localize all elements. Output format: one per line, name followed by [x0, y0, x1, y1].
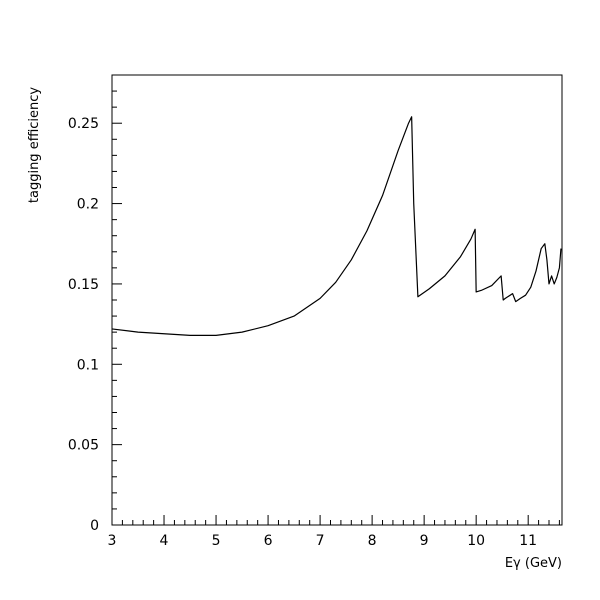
y-tick-label: 0.25 — [68, 116, 99, 132]
x-axis-tick-labels: 3 4 5 6 7 8 9 10 11 — [108, 533, 538, 549]
y-axis-ticks — [112, 74, 122, 526]
x-axis-ticks — [111, 515, 560, 525]
x-tick-label: 5 — [212, 533, 221, 549]
x-tick-label: 3 — [108, 533, 117, 549]
y-tick-label: 0.15 — [68, 277, 99, 293]
y-tick-label: 0.05 — [68, 438, 99, 454]
y-tick-label: 0.2 — [77, 197, 99, 213]
series-layer — [111, 116, 562, 336]
x-tick-label: 10 — [467, 533, 485, 549]
x-tick-label: 9 — [420, 533, 429, 549]
x-tick-label: 7 — [316, 533, 325, 549]
x-tick-label: 11 — [519, 533, 537, 549]
y-axis-title: tagging efficiency — [27, 87, 42, 204]
y-axis-tick-labels: 0 0.05 0.1 0.15 0.2 0.25 — [68, 116, 99, 534]
x-axis-title: Eγ (GeV) — [505, 556, 562, 571]
plot-frame — [111, 74, 563, 526]
y-tick-label: 0.1 — [77, 357, 99, 373]
series-line-0 — [111, 116, 562, 336]
x-tick-label: 6 — [264, 533, 273, 549]
x-tick-label: 8 — [368, 533, 377, 549]
x-tick-label: 4 — [160, 533, 169, 549]
y-tick-label: 0 — [90, 518, 99, 534]
